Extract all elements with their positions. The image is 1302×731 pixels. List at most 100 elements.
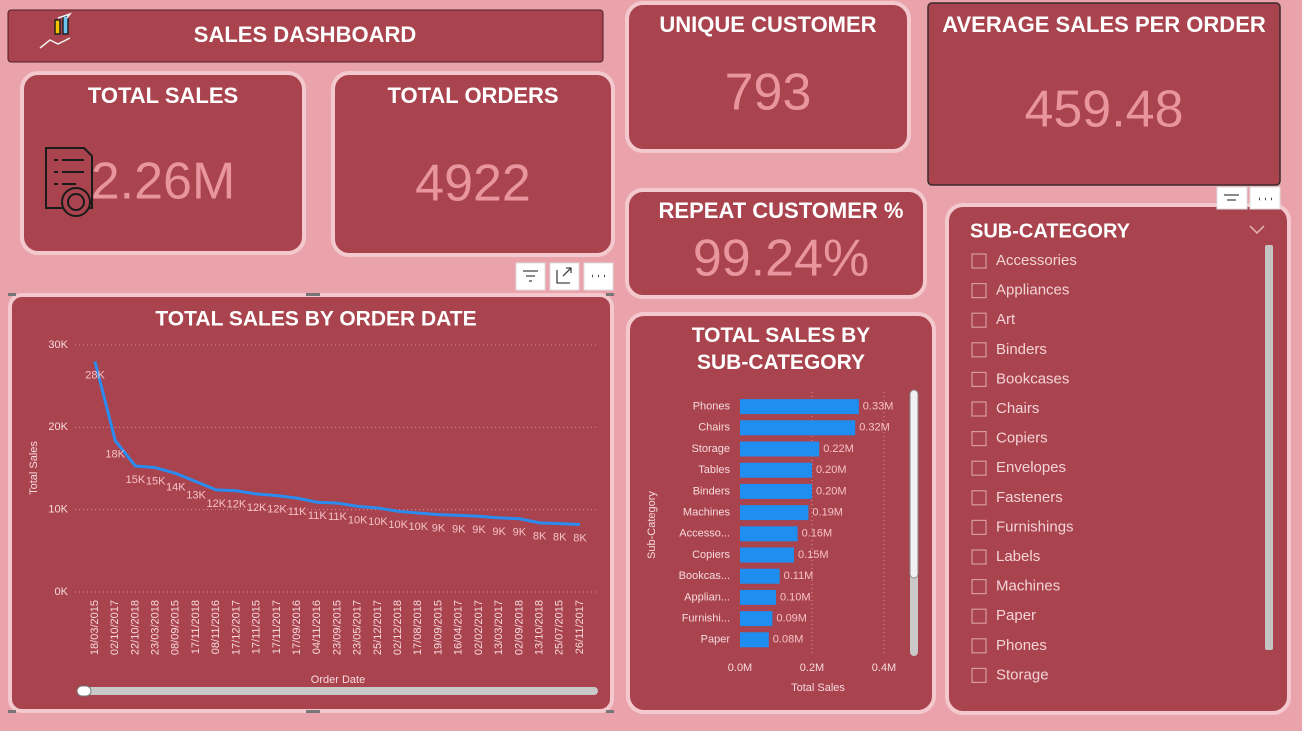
x-tick-label: 25/12/2017 <box>372 600 384 655</box>
slicer-item[interactable]: Appliances <box>996 282 1069 299</box>
data-label: 8K <box>553 532 567 544</box>
filter-button[interactable] <box>515 262 546 291</box>
slicer-item[interactable]: Envelopes <box>996 459 1066 476</box>
scrollbar[interactable] <box>1265 245 1273 650</box>
x-tick-label: 23/05/2017 <box>352 600 364 655</box>
sales-icon <box>45 147 93 217</box>
data-label: 0.22M <box>823 443 854 455</box>
x-tick-label: 17/11/2017 <box>271 600 283 654</box>
data-label: 12K <box>247 502 267 514</box>
x-tick-label: 08/09/2015 <box>170 600 182 655</box>
checkbox[interactable] <box>971 549 987 565</box>
checkbox[interactable] <box>971 519 987 536</box>
x-tick-label: 0.4M <box>872 662 896 674</box>
checkbox[interactable] <box>971 312 987 328</box>
data-label: 10K <box>368 516 388 528</box>
checkbox[interactable] <box>971 460 987 476</box>
slicer-item[interactable]: Copiers <box>996 430 1048 447</box>
checkbox[interactable] <box>971 608 987 624</box>
data-label: 8K <box>533 531 547 543</box>
filter-button[interactable] <box>1216 186 1248 210</box>
x-tick-label: 26/11/2017 <box>574 600 586 654</box>
data-label: 9K <box>472 524 486 536</box>
data-label: 28K <box>85 369 105 381</box>
x-tick-label: 18/03/2015 <box>89 600 101 655</box>
x-tick-label: 17/11/2018 <box>190 600 202 654</box>
checkbox[interactable] <box>971 667 987 684</box>
x-tick-label: 17/12/2017 <box>230 600 242 655</box>
bar <box>740 505 809 521</box>
data-label: 11K <box>328 511 347 523</box>
x-tick-label: 13/03/2017 <box>493 600 505 655</box>
slicer-item[interactable]: Phones <box>996 637 1047 654</box>
bar <box>740 589 776 605</box>
bar <box>740 632 769 648</box>
data-label: 0.08M <box>773 634 804 646</box>
x-tick-label: 0.2M <box>800 662 824 674</box>
slicer-item[interactable]: Bookcases <box>996 370 1069 387</box>
visual-toolbar <box>515 186 1281 291</box>
data-label: 0.09M <box>776 613 807 625</box>
card-title: UNIQUE CUSTOMER <box>659 12 876 37</box>
chevron[interactable] <box>1249 225 1265 235</box>
checkbox[interactable] <box>971 490 987 506</box>
bar <box>740 547 794 563</box>
bar <box>740 420 856 436</box>
data-label: 15K <box>126 474 146 486</box>
checkbox[interactable] <box>971 401 987 417</box>
data-label: 0.20M <box>816 464 847 476</box>
data-label: 0.32M <box>859 422 890 434</box>
slicer-item[interactable]: Machines <box>996 578 1060 595</box>
card-title: REPEAT CUSTOMER % <box>659 198 904 223</box>
x-tick-label: 25/07/2015 <box>554 600 566 655</box>
data-label: 0.16M <box>802 528 833 540</box>
x-axis-title: Order Date <box>311 674 365 686</box>
data-label: 12K <box>206 498 226 510</box>
checkbox[interactable] <box>971 342 987 358</box>
checkbox[interactable] <box>971 283 987 299</box>
checkbox[interactable] <box>971 431 987 447</box>
y-tick-label: 20K <box>48 421 68 433</box>
selection-handles <box>8 293 614 713</box>
bar <box>740 526 798 542</box>
header-icon <box>39 12 73 49</box>
x-tick-label: 02/10/2017 <box>109 600 121 655</box>
slicer-item[interactable]: Accessories <box>996 252 1077 269</box>
y-tick-label: Applian... <box>684 591 730 603</box>
scroll-thumb[interactable] <box>909 389 919 579</box>
checkbox[interactable] <box>971 253 987 269</box>
slicer-item[interactable]: Art <box>996 311 1016 328</box>
data-label: 0.15M <box>798 549 829 561</box>
card-title: AVERAGE SALES PER ORDER <box>942 12 1266 37</box>
data-label: 14K <box>166 481 186 493</box>
data-label: 9K <box>452 523 466 535</box>
slicer-item[interactable]: Paper <box>996 607 1036 624</box>
slicer-title: SUB-CATEGORY <box>970 220 1131 242</box>
scrollbar[interactable] <box>80 687 598 695</box>
data-label: 0.20M <box>816 485 847 497</box>
card-value: 2.26M <box>91 153 236 211</box>
card <box>625 1 911 153</box>
scroll-handle[interactable] <box>76 685 92 697</box>
x-tick-label: 23/09/2015 <box>331 600 343 655</box>
slicer-item[interactable]: Binders <box>996 341 1047 358</box>
x-tick-label: 19/09/2015 <box>432 600 444 655</box>
data-label: 12K <box>267 504 287 516</box>
data-label: 9K <box>492 526 506 538</box>
slicer-item[interactable]: Storage <box>996 666 1049 683</box>
focus-button[interactable] <box>549 262 580 291</box>
slicer-item[interactable]: Labels <box>996 548 1040 565</box>
data-label: 11K <box>308 510 327 522</box>
slicer-item[interactable]: Chairs <box>996 400 1039 417</box>
y-axis-title: Sub-Category <box>646 491 658 559</box>
slicer-item[interactable]: Furnishings <box>996 518 1074 535</box>
checkbox[interactable] <box>971 578 987 595</box>
checkbox[interactable] <box>971 638 987 654</box>
slicer-item[interactable]: Fasteners <box>996 489 1063 506</box>
checkbox[interactable] <box>971 371 987 387</box>
data-label: 10K <box>409 521 429 533</box>
x-tick-label: 16/04/2017 <box>453 600 465 655</box>
slicer-card <box>945 203 1291 715</box>
